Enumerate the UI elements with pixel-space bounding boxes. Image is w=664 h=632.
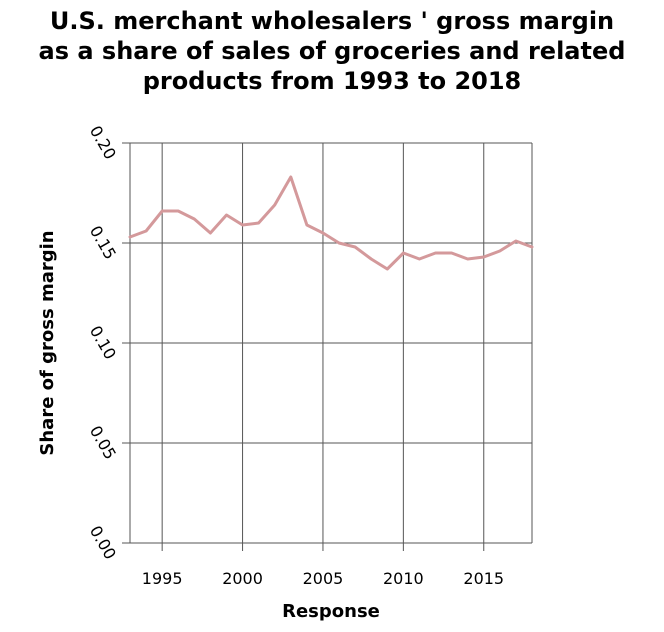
chart-title-line: U.S. merchant wholesalers ' gross margin — [49, 7, 615, 35]
chart-title-line: products from 1993 to 2018 — [142, 67, 522, 95]
x-tick-label: 2010 — [383, 569, 424, 588]
y-tick-label: 0.05 — [86, 422, 120, 462]
chart-title: U.S. merchant wholesalers ' gross margin… — [0, 6, 664, 96]
x-tick-label: 1995 — [142, 569, 183, 588]
y-axis-ticks: 0.00 0.05 0.10 0.15 0.20 — [86, 122, 120, 562]
series-line — [128, 175, 534, 271]
y-tick-label: 0.00 — [86, 522, 120, 562]
y-axis-title: Share of gross margin — [37, 230, 58, 455]
x-axis-title: Response — [282, 601, 380, 622]
x-axis-ticks: 1995 2000 2005 2010 2015 — [142, 569, 504, 588]
grid — [122, 142, 533, 551]
y-tick-label: 0.10 — [86, 322, 120, 362]
x-tick-label: 2000 — [222, 569, 263, 588]
x-tick-label: 2015 — [463, 569, 504, 588]
x-tick-label: 2005 — [303, 569, 344, 588]
series — [128, 175, 534, 271]
y-tick-label: 0.15 — [86, 222, 120, 262]
chart-title-line: as a share of sales of groceries and rel… — [38, 37, 626, 65]
y-tick-label: 0.20 — [86, 122, 120, 162]
